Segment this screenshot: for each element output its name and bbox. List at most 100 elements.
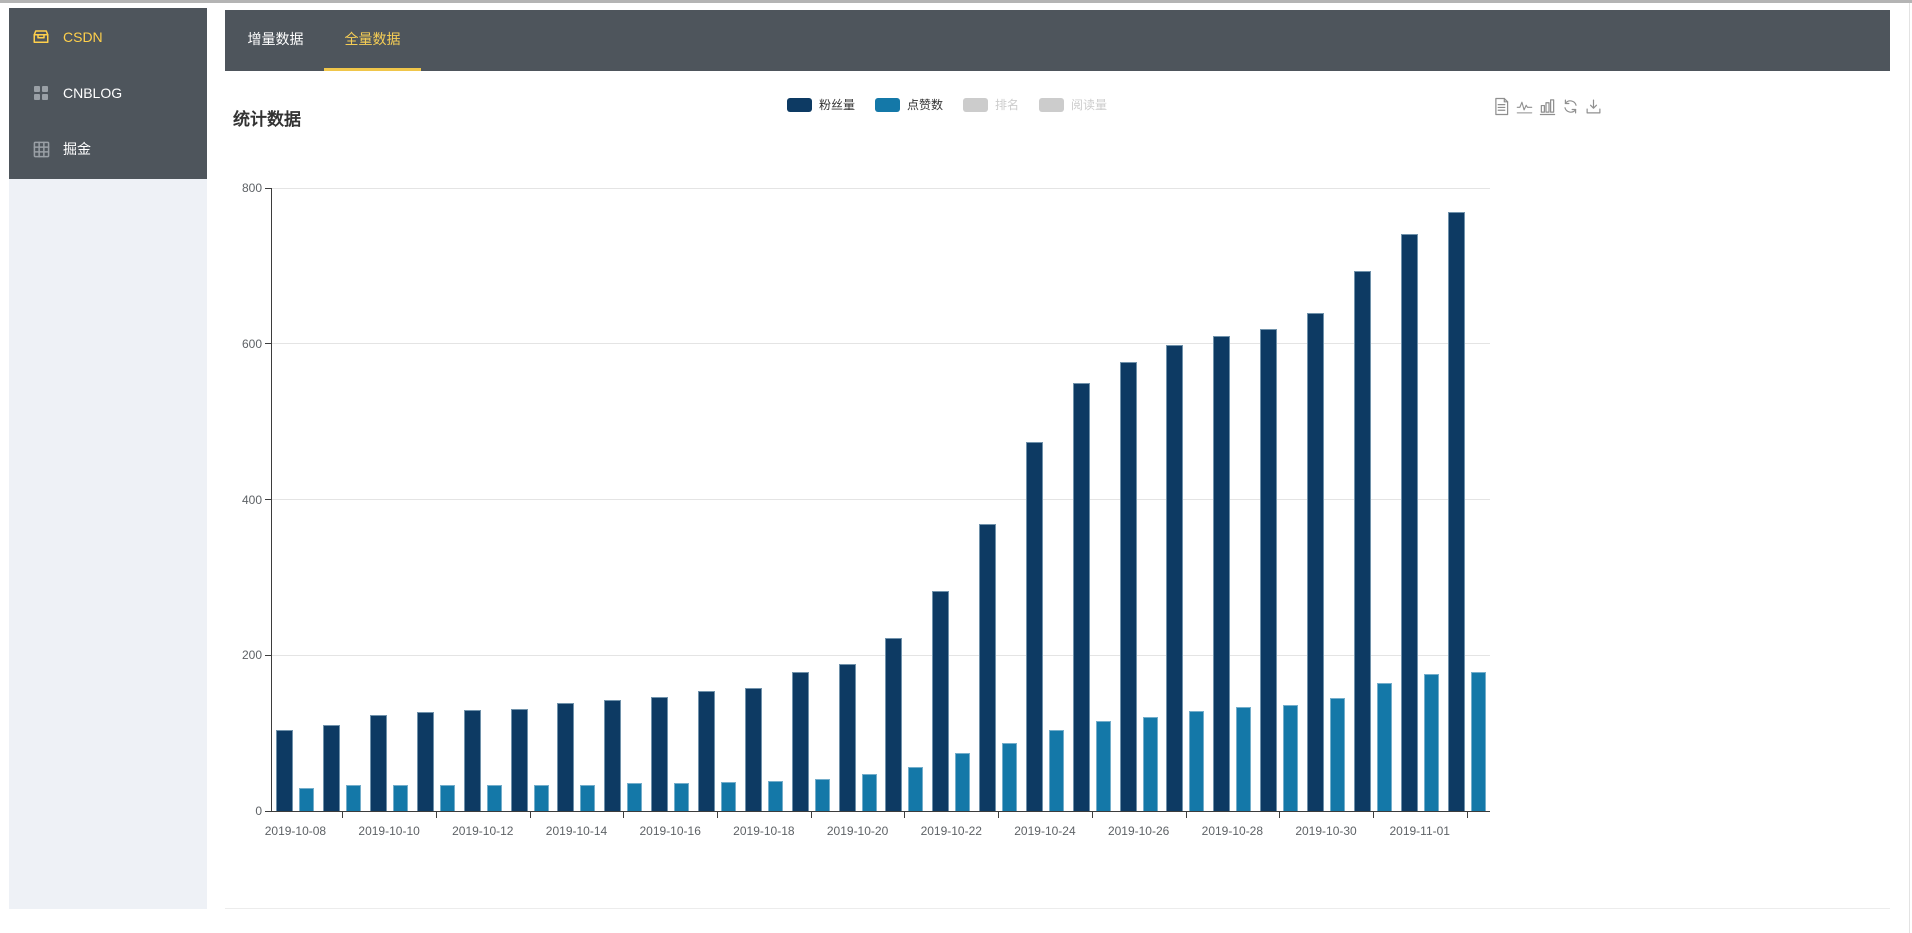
- bar-group-2019-10-15: [600, 700, 647, 811]
- sidebar-item-cnblog[interactable]: CNBLOG: [9, 65, 207, 121]
- likes-bar[interactable]: [346, 785, 362, 811]
- bar-group-2019-10-09: [319, 725, 366, 811]
- likes-bar[interactable]: [1283, 705, 1299, 811]
- fans-bar[interactable]: [1307, 313, 1325, 811]
- content-panel: 增量数据 全量数据 统计数据 粉丝量 点赞数 排名 阅读量 0 200 400 600 800 2…: [225, 10, 1890, 909]
- bar-group-2019-10-31: [1349, 271, 1396, 811]
- fans-bar[interactable]: [1213, 336, 1231, 811]
- y-axis-line: [271, 188, 272, 812]
- sidebar-item-csdn[interactable]: CSDN: [9, 9, 207, 65]
- legend-item[interactable]: 粉丝量: [787, 96, 855, 113]
- x-axis-label: 2019-10-14: [545, 824, 608, 838]
- likes-bar[interactable]: [1330, 698, 1346, 811]
- fans-bar[interactable]: [838, 664, 856, 811]
- likes-bar[interactable]: [721, 782, 737, 811]
- legend-label: 排名: [995, 98, 1020, 112]
- fans-bar[interactable]: [1025, 442, 1043, 811]
- fans-bar[interactable]: [510, 709, 528, 811]
- legend-label: 阅读量: [1071, 98, 1108, 112]
- fans-bar[interactable]: [604, 700, 622, 811]
- likes-bar[interactable]: [861, 774, 877, 811]
- legend-item[interactable]: 阅读量: [1039, 96, 1107, 113]
- fans-bar[interactable]: [276, 730, 294, 811]
- fans-bar[interactable]: [651, 697, 669, 811]
- download-icon[interactable]: [1585, 94, 1602, 118]
- bar-group-2019-10-14: [553, 703, 600, 811]
- x-axis-tick: [529, 812, 531, 818]
- legend-item[interactable]: 排名: [963, 96, 1019, 113]
- bar-group-2019-10-16: [647, 697, 694, 811]
- x-axis-label: 2019-10-24: [1014, 824, 1076, 838]
- fans-bar[interactable]: [1400, 234, 1418, 811]
- likes-bar[interactable]: [1236, 707, 1252, 811]
- page-right-border: [1909, 3, 1910, 933]
- likes-bar[interactable]: [580, 785, 596, 811]
- legend-item[interactable]: 点赞数: [875, 96, 943, 113]
- likes-bar[interactable]: [767, 781, 783, 811]
- likes-bar[interactable]: [393, 785, 409, 811]
- data-view-icon[interactable]: [1493, 94, 1510, 118]
- bar-group-2019-10-21: [881, 638, 928, 811]
- bar-group-2019-10-11: [413, 712, 460, 811]
- bar-group-2019-10-17: [694, 691, 741, 811]
- fans-bar[interactable]: [1119, 362, 1137, 811]
- likes-bar[interactable]: [1423, 674, 1439, 811]
- fans-bar[interactable]: [1166, 345, 1184, 811]
- likes-bar[interactable]: [486, 785, 502, 811]
- fans-bar[interactable]: [416, 712, 434, 811]
- likes-bar[interactable]: [674, 783, 690, 811]
- fans-bar[interactable]: [744, 688, 762, 811]
- fans-bar[interactable]: [1353, 271, 1371, 811]
- legend-swatch: [875, 97, 901, 112]
- likes-bar[interactable]: [1376, 683, 1392, 811]
- fans-bar[interactable]: [557, 703, 575, 811]
- sidebar-item-label: 掘金: [63, 141, 91, 157]
- likes-bar[interactable]: [955, 753, 971, 811]
- tab-incremental-data[interactable]: 增量数据: [247, 31, 304, 47]
- fans-bar[interactable]: [1447, 212, 1465, 811]
- likes-bar[interactable]: [1002, 743, 1018, 811]
- likes-bar[interactable]: [1470, 672, 1486, 811]
- likes-bar[interactable]: [533, 785, 549, 811]
- likes-bar[interactable]: [1189, 711, 1205, 811]
- grid-squares-icon: [32, 84, 50, 102]
- likes-bar[interactable]: [439, 785, 455, 811]
- fans-bar[interactable]: [979, 524, 997, 811]
- gridline-800: [272, 187, 1490, 189]
- fans-bar[interactable]: [791, 672, 809, 811]
- fans-bar[interactable]: [370, 715, 388, 811]
- archive-box-icon: [32, 28, 50, 46]
- x-axis-label: 2019-11-01: [1389, 824, 1450, 838]
- x-axis-label: 2019-10-30: [1295, 824, 1357, 838]
- x-axis-tick: [998, 812, 1000, 818]
- fans-bar[interactable]: [1072, 383, 1090, 811]
- bar-chart-plot-area: 0 200 400 600 800 2019-10-08 2019-10-10 2019-10…: [242, 181, 1490, 838]
- restore-icon[interactable]: [1562, 94, 1579, 118]
- likes-bar[interactable]: [299, 788, 315, 811]
- fans-bar[interactable]: [323, 725, 341, 811]
- fans-bar[interactable]: [698, 691, 716, 811]
- x-axis-label: 2019-10-18: [733, 824, 795, 838]
- x-axis-tick: [1279, 812, 1281, 818]
- fans-bar[interactable]: [463, 710, 481, 811]
- likes-bar[interactable]: [1095, 721, 1111, 811]
- likes-bar[interactable]: [908, 767, 924, 811]
- sidebar-item-juejin[interactable]: 掘金: [9, 121, 207, 177]
- fans-bar[interactable]: [932, 591, 950, 811]
- likes-bar[interactable]: [1142, 717, 1158, 811]
- likes-bar[interactable]: [627, 783, 643, 811]
- likes-bar[interactable]: [814, 779, 830, 811]
- fans-bar[interactable]: [885, 638, 903, 811]
- line-chart-icon[interactable]: [1516, 94, 1533, 118]
- likes-bar[interactable]: [1048, 730, 1064, 811]
- x-axis-label: 2019-10-20: [826, 824, 889, 838]
- table-grid-icon: [32, 140, 50, 158]
- page-title: 统计数据: [233, 110, 301, 130]
- x-axis-tick: [717, 812, 719, 818]
- y-axis-tick: [265, 654, 271, 656]
- tab-full-data[interactable]: 全量数据: [324, 10, 421, 71]
- bar-chart-icon[interactable]: [1539, 94, 1556, 118]
- y-axis-label: 600: [241, 336, 262, 351]
- fans-bar[interactable]: [1260, 329, 1278, 811]
- y-axis-label: 400: [241, 492, 262, 507]
